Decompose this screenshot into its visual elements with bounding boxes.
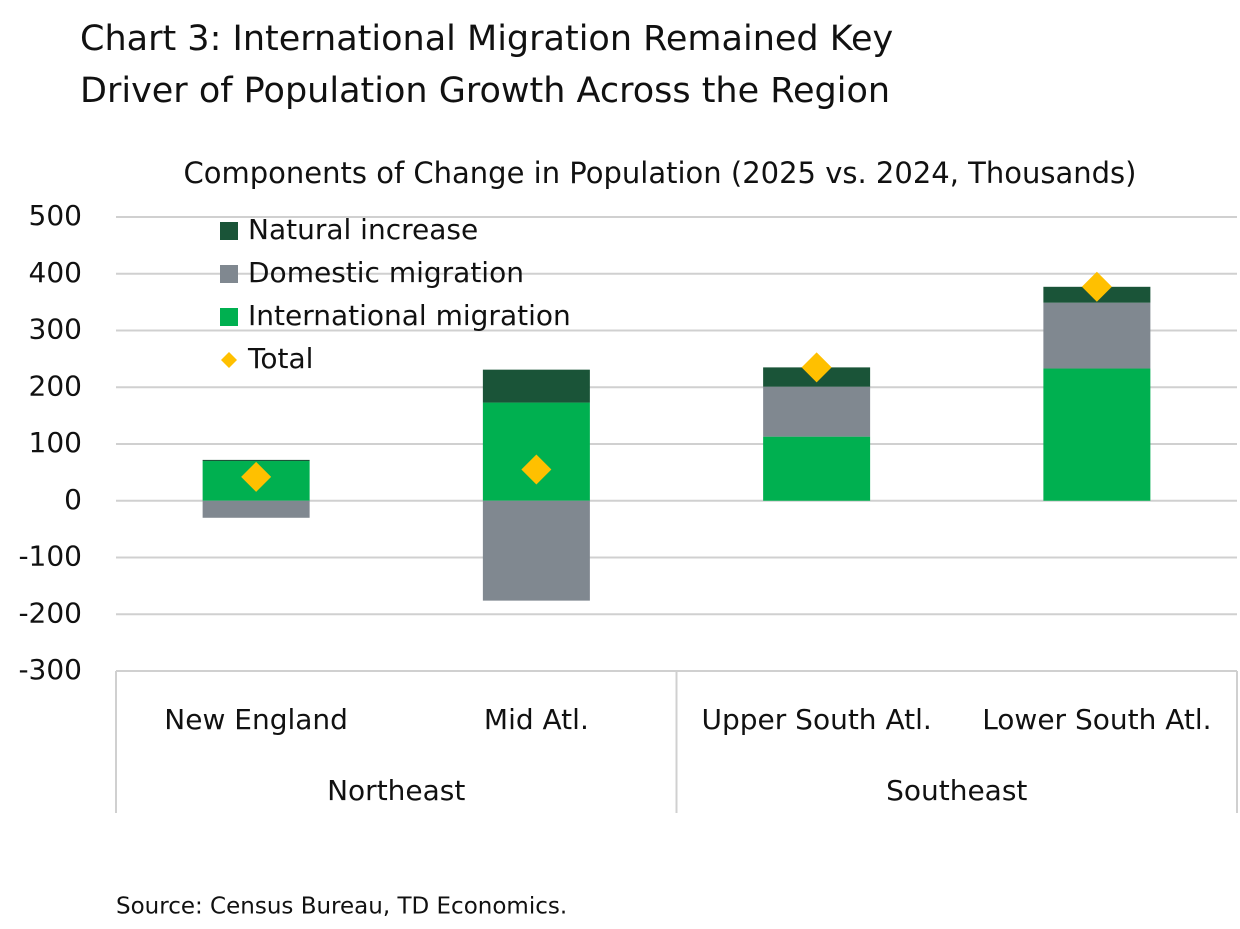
total-marker: [241, 461, 272, 492]
legend-label: Natural increase: [248, 213, 478, 246]
chart-title: Chart 3: International Migration Remaine…: [80, 19, 893, 111]
x-tick-label: Upper South Atl.: [701, 703, 931, 736]
legend-marker: [221, 352, 237, 368]
bar-segment: [202, 459, 310, 462]
y-tick-label: 300: [29, 313, 82, 346]
legend-swatch: [220, 222, 238, 240]
bar-segment: [202, 500, 310, 518]
total-marker: [801, 352, 832, 383]
group-label: Southeast: [886, 774, 1027, 807]
bar-segment: [763, 386, 871, 437]
y-tick-label: -300: [18, 653, 82, 686]
x-tick-label: New England: [164, 703, 348, 736]
bar-segment: [763, 436, 871, 501]
bar-segment: [482, 402, 590, 501]
total-marker: [1081, 271, 1112, 302]
legend-label: Domestic migration: [248, 256, 524, 289]
legend-label: Total: [247, 342, 313, 375]
bar-segment: [482, 369, 590, 403]
x-tick-label: Lower South Atl.: [982, 703, 1211, 736]
y-tick-label: -100: [18, 540, 82, 573]
legend-label: International migration: [248, 299, 571, 332]
legend-swatch: [220, 308, 238, 326]
source-note: Source: Census Bureau, TD Economics.: [116, 894, 567, 920]
legend-swatch: [220, 265, 238, 283]
bar-segment: [1043, 368, 1151, 501]
y-tick-label: -200: [18, 596, 82, 629]
y-tick-label: 100: [29, 426, 82, 459]
bar-segment: [1043, 302, 1151, 369]
bar-segment: [482, 500, 590, 601]
y-tick-label: 400: [29, 256, 82, 289]
y-tick-label: 200: [29, 369, 82, 402]
y-tick-label: 500: [29, 199, 82, 232]
y-tick-label: 0: [64, 483, 82, 516]
total-marker: [521, 454, 552, 485]
chart-subtitle: Components of Change in Population (2025…: [184, 156, 1137, 190]
x-tick-label: Mid Atl.: [484, 703, 589, 736]
group-label: Northeast: [327, 774, 465, 807]
